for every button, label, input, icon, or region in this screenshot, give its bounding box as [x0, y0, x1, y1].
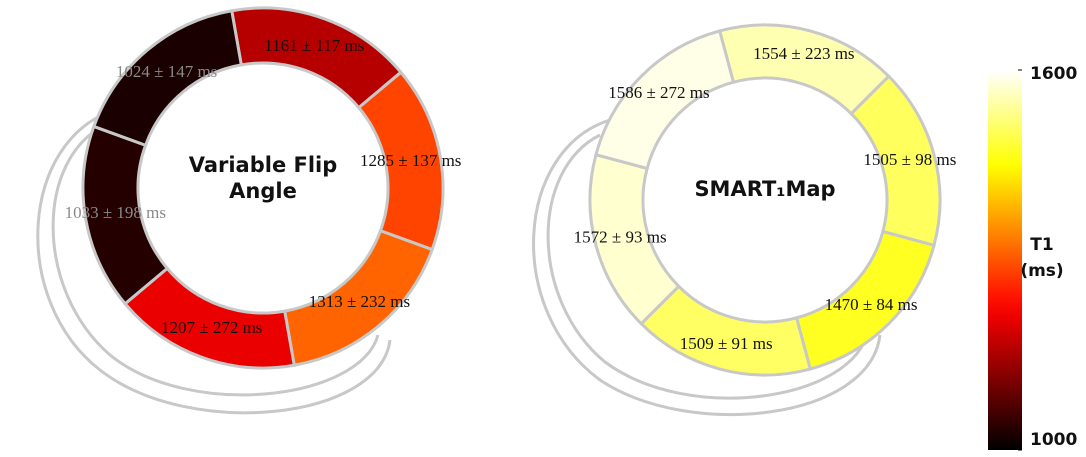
colorbar-tick-label: 1000: [1030, 430, 1077, 450]
segment-label: 1505 ± 98 ms: [863, 150, 956, 169]
ring-title: SMART₁Map: [694, 177, 835, 201]
ghost-loop: [532, 118, 882, 417]
segment-label: 1024 ± 147 ms: [116, 62, 217, 81]
rings: 1161 ± 117 ms 1285 ± 137 ms 1313 ± 232 ms 1…: [65, 6, 956, 377]
colorbar-label: (ms): [1020, 261, 1063, 281]
ghost-outline: [36, 108, 882, 417]
colorbar-tick-label: 1600: [1030, 64, 1077, 84]
segment: [91, 8, 244, 148]
segment-label: 1161 ± 117 ms: [264, 36, 364, 55]
ring: 1554 ± 223 ms 1505 ± 98 ms 1470 ± 84 ms 150…: [574, 23, 956, 377]
ghost-loop: [546, 133, 870, 400]
segment-label: 1509 ± 91 ms: [680, 334, 773, 353]
colorbar-gradient: [988, 70, 1022, 450]
segment-label: 1470 ± 84 ms: [825, 295, 918, 314]
colorbar-label: T1: [1030, 235, 1053, 255]
segment-label: 1285 ± 137 ms: [360, 151, 461, 170]
segment-label: 1207 ± 272 ms: [161, 318, 262, 337]
segment-label: 1586 ± 272 ms: [608, 83, 709, 102]
segment-label: 1313 ± 232 ms: [309, 292, 410, 311]
segment-label: 1572 ± 93 ms: [574, 228, 667, 247]
colorbar: 1000 1600 T1 (ms): [988, 64, 1077, 451]
segment-label: 1033 ± 198 ms: [65, 203, 166, 222]
segment-label: 1554 ± 223 ms: [753, 44, 854, 63]
segment: [594, 29, 736, 171]
ghost-loop: [36, 108, 392, 415]
ghost-loop: [51, 123, 380, 397]
ring-title: Angle: [229, 179, 297, 203]
ring-title: Variable Flip: [189, 153, 338, 177]
ring: 1161 ± 117 ms 1285 ± 137 ms 1313 ± 232 ms 1…: [65, 6, 461, 370]
